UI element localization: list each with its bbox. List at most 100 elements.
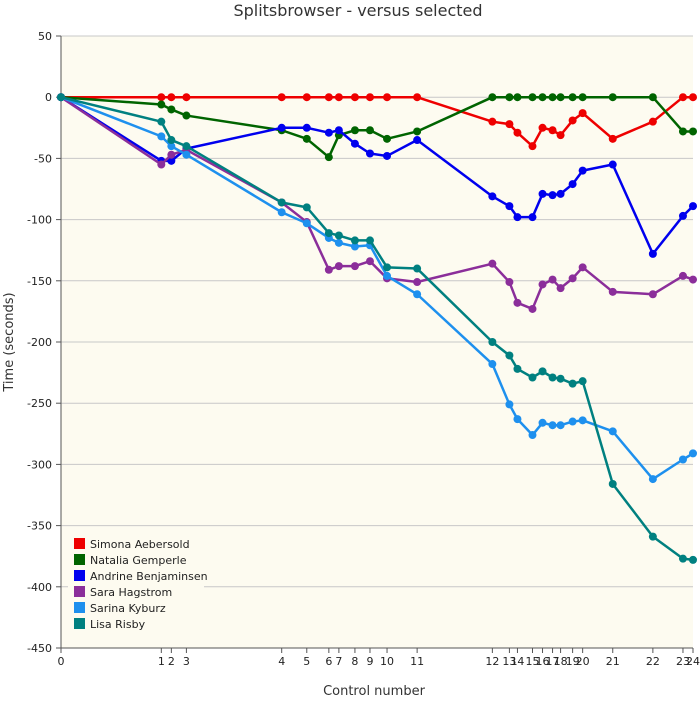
data-point	[548, 126, 557, 135]
data-point	[578, 109, 587, 118]
x-tick-label: 19	[566, 655, 580, 668]
data-point	[648, 93, 657, 102]
data-point	[556, 131, 565, 140]
data-point	[556, 374, 565, 383]
data-point	[334, 231, 343, 240]
data-point	[277, 93, 286, 102]
y-tick-label: -350	[27, 520, 52, 533]
data-point	[678, 211, 687, 220]
data-point	[548, 191, 557, 200]
data-point	[182, 93, 191, 102]
data-point	[324, 128, 333, 137]
data-point	[365, 126, 374, 135]
data-point	[528, 213, 537, 222]
data-point	[608, 160, 617, 169]
data-point	[57, 93, 65, 102]
data-point	[513, 364, 522, 373]
data-point	[648, 475, 657, 484]
y-tick-label: -150	[27, 275, 52, 288]
data-point	[302, 203, 311, 212]
data-point	[678, 127, 687, 136]
data-point	[350, 242, 359, 251]
legend-background	[68, 533, 204, 636]
data-point	[505, 400, 514, 409]
data-point	[413, 136, 422, 145]
data-point	[648, 532, 657, 541]
data-point	[182, 150, 191, 159]
data-point	[648, 290, 657, 299]
data-point	[383, 134, 392, 143]
data-point	[538, 93, 547, 102]
legend-label: Natalia Gemperle	[90, 554, 187, 567]
data-point	[157, 117, 166, 126]
data-point	[383, 271, 392, 280]
data-point	[365, 149, 374, 158]
data-point	[324, 229, 333, 238]
data-point	[488, 259, 497, 268]
x-tick-label: 3	[183, 655, 190, 668]
data-point	[608, 287, 617, 296]
data-point	[528, 373, 537, 382]
series-simona-aebersold	[57, 93, 697, 151]
data-point	[350, 126, 359, 135]
data-point	[413, 290, 422, 299]
data-point	[157, 132, 166, 141]
data-point	[324, 93, 333, 102]
y-tick-label: -200	[27, 336, 52, 349]
y-tick-label: -300	[27, 458, 52, 471]
data-point	[548, 421, 557, 430]
data-point	[608, 427, 617, 436]
data-point	[556, 93, 565, 102]
legend-label: Sara Hagstrom	[90, 586, 172, 599]
data-point	[578, 263, 587, 272]
data-point	[334, 238, 343, 247]
data-point	[488, 192, 497, 201]
data-point	[383, 93, 392, 102]
chart-title: Splitsbrowser - versus selected	[233, 1, 482, 20]
data-point	[568, 116, 577, 125]
x-tick-label: 20	[576, 655, 590, 668]
data-point	[678, 271, 687, 280]
data-point	[538, 418, 547, 427]
data-point	[302, 93, 311, 102]
y-axis-title: Time (seconds)	[2, 292, 17, 392]
data-point	[689, 93, 697, 102]
data-point	[528, 142, 537, 151]
data-point	[568, 379, 577, 388]
legend-swatch	[74, 538, 85, 549]
data-point	[277, 198, 286, 207]
x-tick-label: 14	[510, 655, 524, 668]
data-point	[505, 351, 514, 360]
y-tick-label: -50	[34, 152, 52, 165]
x-tick-label: 1	[158, 655, 165, 668]
legend-label: Simona Aebersold	[90, 538, 190, 551]
data-point	[678, 93, 687, 102]
data-point	[302, 123, 311, 132]
data-point	[513, 93, 522, 102]
data-point	[334, 262, 343, 271]
data-point	[350, 236, 359, 245]
data-point	[648, 117, 657, 126]
x-tick-label: 22	[646, 655, 660, 668]
data-point	[277, 208, 286, 217]
data-point	[302, 219, 311, 228]
legend-swatch	[74, 586, 85, 597]
data-point	[648, 249, 657, 258]
data-point	[513, 128, 522, 137]
data-point	[538, 189, 547, 198]
y-tick-label: 50	[38, 30, 52, 43]
data-point	[505, 202, 514, 211]
legend-swatch	[74, 602, 85, 613]
data-point	[578, 416, 587, 425]
data-point	[365, 236, 374, 245]
data-point	[548, 373, 557, 382]
x-tick-label: 11	[410, 655, 424, 668]
data-point	[157, 100, 166, 109]
y-tick-label: -100	[27, 214, 52, 227]
x-tick-label: 24	[686, 655, 700, 668]
data-point	[513, 415, 522, 424]
legend-swatch	[74, 554, 85, 565]
x-tick-label: 8	[351, 655, 358, 668]
x-tick-label: 15	[525, 655, 539, 668]
